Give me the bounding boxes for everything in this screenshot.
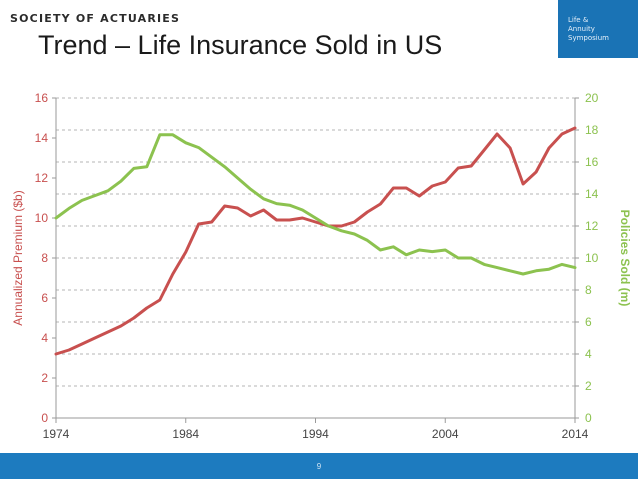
left-tick-label: 2 (41, 371, 48, 385)
left-tick-label: 16 (35, 91, 49, 105)
symposium-logo: Life & Annuity Symposium (558, 0, 638, 58)
slide-title: Trend – Life Insurance Sold in US (38, 30, 443, 60)
x-tick-label: 2004 (432, 427, 459, 441)
right-tick-label: 4 (585, 347, 592, 361)
left-axis-label: Annualized Premium ($b) (11, 190, 25, 325)
page-number: 9 (316, 462, 322, 471)
left-tick-label: 10 (35, 211, 49, 225)
x-tick-label: 2014 (562, 427, 589, 441)
left-tick-label: 14 (35, 131, 49, 145)
left-tick-label: 12 (35, 171, 49, 185)
left-tick-label: 6 (41, 291, 48, 305)
right-axis-label: Policies Sold (m) (618, 210, 632, 307)
footer-bar: 9 (0, 453, 638, 479)
left-tick-label: 8 (41, 251, 48, 265)
right-tick-label: 12 (585, 219, 599, 233)
policies-series-line (54, 133, 577, 276)
premium-series-line (54, 126, 577, 356)
right-tick-label: 0 (585, 411, 592, 425)
right-tick-label: 2 (585, 379, 592, 393)
x-tick-label: 1984 (172, 427, 199, 441)
logo-line-2: Annuity (568, 25, 595, 33)
right-tick-label: 6 (585, 315, 592, 329)
right-tick-label: 8 (585, 283, 592, 297)
logo-line-1: Life & (568, 16, 589, 24)
left-tick-label: 0 (41, 411, 48, 425)
life-insurance-chart: 0 2 4 6 8 10 12 14 16 0 2 4 6 8 10 12 14 16 18 20 1974 1984 19… (11, 91, 632, 441)
right-tick-label: 10 (585, 251, 599, 265)
left-tick-label: 4 (41, 331, 48, 345)
x-tick-label: 1974 (43, 427, 70, 441)
x-tick-label: 1994 (302, 427, 329, 441)
right-tick-label: 18 (585, 123, 599, 137)
logo-line-3: Symposium (568, 34, 609, 42)
organization-name: SOCIETY OF ACTUARIES (10, 12, 181, 25)
right-tick-label: 20 (585, 91, 599, 105)
right-tick-label: 14 (585, 187, 599, 201)
right-tick-label: 16 (585, 155, 599, 169)
